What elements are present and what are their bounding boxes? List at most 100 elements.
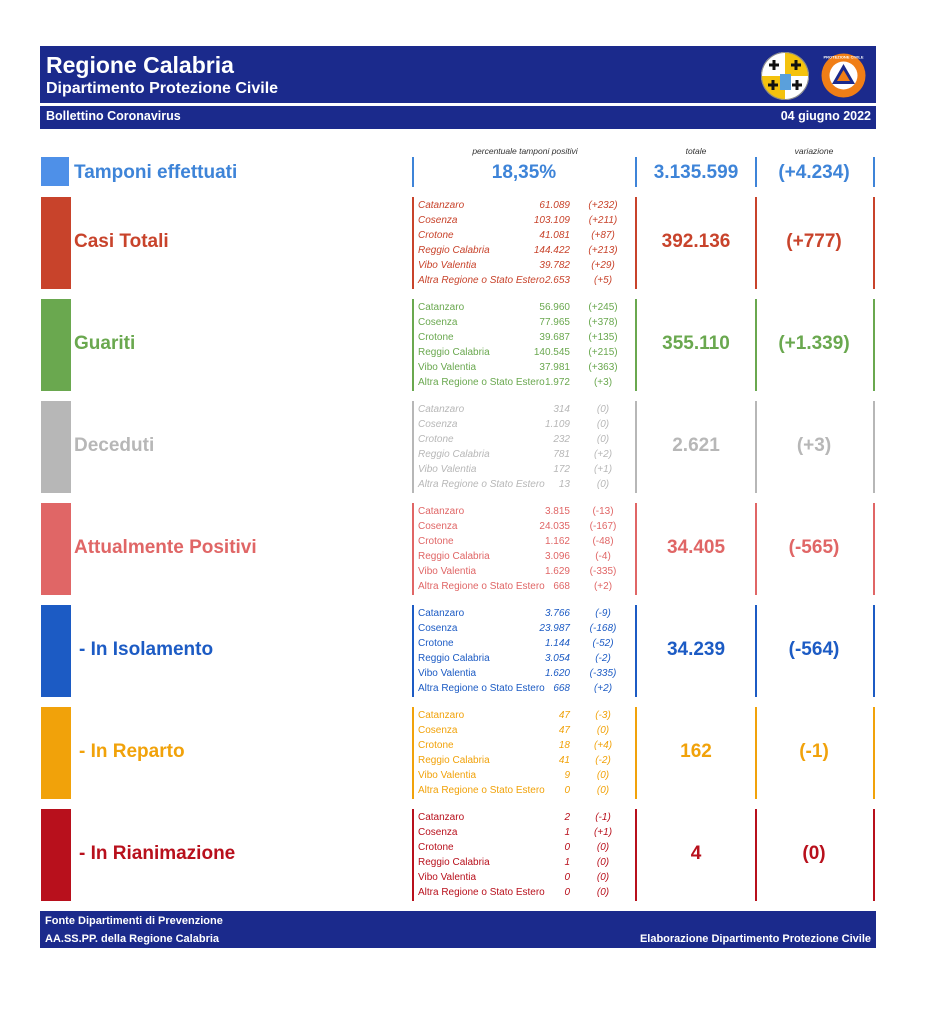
province-row: Crotone 1.162 (-48) [418, 535, 630, 550]
province-name: Altra Regione o Stato Estero [418, 683, 545, 694]
divider [755, 299, 757, 391]
section-total: 2.621 [672, 435, 720, 456]
province-name: Altra Regione o Stato Estero [418, 785, 545, 796]
province-row: Altra Regione o Stato Estero 13 (0) [418, 478, 630, 493]
province-value: 0 [564, 887, 570, 898]
province-row: Crotone 0 (0) [418, 841, 630, 856]
province-delta: (-13) [592, 506, 614, 517]
province-delta: (-335) [589, 566, 617, 577]
province-name: Crotone [418, 230, 454, 241]
province-delta: (+211) [588, 215, 618, 226]
divider [873, 605, 875, 697]
province-name: Catanzaro [418, 812, 465, 823]
province-value: 140.545 [533, 347, 570, 358]
col-header-variation: variazione [794, 146, 834, 156]
province-row: Altra Regione o Stato Estero 0 (0) [418, 784, 630, 799]
province-delta: (+3) [593, 377, 613, 388]
province-row: Cosenza 24.035 (-167) [418, 520, 630, 535]
divider [873, 401, 875, 493]
province-row: Crotone 39.687 (+135) [418, 331, 630, 346]
section-total: 392.136 [661, 231, 731, 252]
province-delta: (0) [596, 419, 610, 430]
province-value: 3.054 [544, 653, 570, 664]
divider [635, 197, 637, 289]
section-color-bar [41, 503, 71, 595]
divider [412, 707, 414, 799]
province-name: Crotone [418, 536, 454, 547]
province-value: 18 [558, 740, 570, 751]
province-row: Reggio Calabria 3.096 (-4) [418, 550, 630, 565]
divider [635, 157, 637, 187]
province-delta: (-4) [595, 551, 611, 562]
section-variation: (-1) [799, 741, 829, 762]
province-name: Altra Regione o Stato Estero [418, 581, 545, 592]
section-color-bar [41, 605, 71, 697]
province-name: Catanzaro [418, 506, 465, 517]
province-row: Reggio Calabria 3.054 (-2) [418, 652, 630, 667]
divider [412, 197, 414, 289]
col-header-total: totale [685, 146, 707, 156]
province-delta: (-2) [595, 755, 611, 766]
province-row: Catanzaro 3.815 (-13) [418, 505, 630, 520]
province-name: Vibo Valentia [418, 872, 477, 883]
province-breakdown: Catanzaro 47 (-3) Cosenza 47 (0) Crotone 18 (+4)… [418, 709, 630, 799]
province-name: Reggio Calabria [418, 755, 490, 766]
province-delta: (+87) [591, 230, 615, 241]
province-delta: (0) [596, 785, 610, 796]
province-row: Catanzaro 47 (-3) [418, 709, 630, 724]
province-name: Vibo Valentia [418, 668, 477, 679]
province-value: 41.081 [539, 230, 570, 241]
section-total: 34.239 [666, 639, 726, 660]
province-row: Vibo Valentia 37.981 (+363) [418, 361, 630, 376]
province-row: Reggio Calabria 1 (0) [418, 856, 630, 871]
province-name: Cosenza [418, 725, 458, 736]
section-total: 162 [680, 741, 712, 762]
divider [755, 809, 757, 901]
province-delta: (-168) [589, 623, 617, 634]
province-name: Catanzaro [418, 608, 465, 619]
province-row: Cosenza 103.109 (+211) [418, 214, 630, 229]
province-value: 1 [564, 857, 570, 868]
province-delta: (0) [596, 434, 610, 445]
elaboration-credit: Elaborazione Dipartimento Protezione Civ… [639, 933, 871, 945]
section-variation: (+3) [796, 435, 832, 456]
province-delta: (-48) [592, 536, 614, 547]
divider [873, 707, 875, 799]
province-name: Vibo Valentia [418, 362, 477, 373]
calabria-coat-of-arms-icon [761, 52, 809, 100]
province-value: 2 [564, 812, 570, 823]
province-value: 1.972 [544, 377, 570, 388]
province-name: Crotone [418, 332, 454, 343]
province-name: Cosenza [418, 521, 458, 532]
province-name: Catanzaro [418, 302, 465, 313]
divider [412, 809, 414, 901]
province-delta: (0) [596, 872, 610, 883]
province-row: Vibo Valentia 0 (0) [418, 871, 630, 886]
province-row: Cosenza 1.109 (0) [418, 418, 630, 433]
section-label: Guariti [74, 333, 136, 354]
divider [755, 157, 757, 187]
province-row: Reggio Calabria 41 (-2) [418, 754, 630, 769]
section-row-reparto: - In Reparto Catanzaro 47 (-3) Cosenza 47 (0) C… [0, 707, 941, 799]
province-name: Reggio Calabria [418, 857, 490, 868]
region-title: Regione Calabria [46, 52, 234, 78]
province-delta: (-335) [589, 668, 617, 679]
divider [755, 707, 757, 799]
section-total: 4 [690, 843, 702, 864]
province-name: Altra Regione o Stato Estero [418, 479, 545, 490]
province-row: Catanzaro 314 (0) [418, 403, 630, 418]
province-value: 1 [564, 827, 570, 838]
section-row-casi: Casi Totali Catanzaro 61.089 (+232) Cosenza 1… [0, 197, 941, 289]
province-name: Crotone [418, 638, 454, 649]
divider [873, 157, 875, 187]
header-divider [40, 103, 876, 106]
divider [635, 707, 637, 799]
province-delta: (-52) [592, 638, 614, 649]
province-value: 2.653 [544, 275, 570, 286]
province-name: Vibo Valentia [418, 260, 477, 271]
province-row: Cosenza 23.987 (-168) [418, 622, 630, 637]
section-label: - In Isolamento [79, 639, 214, 660]
province-delta: (-1) [595, 812, 611, 823]
province-row: Altra Regione o Stato Estero 0 (0) [418, 886, 630, 901]
province-row: Catanzaro 3.766 (-9) [418, 607, 630, 622]
